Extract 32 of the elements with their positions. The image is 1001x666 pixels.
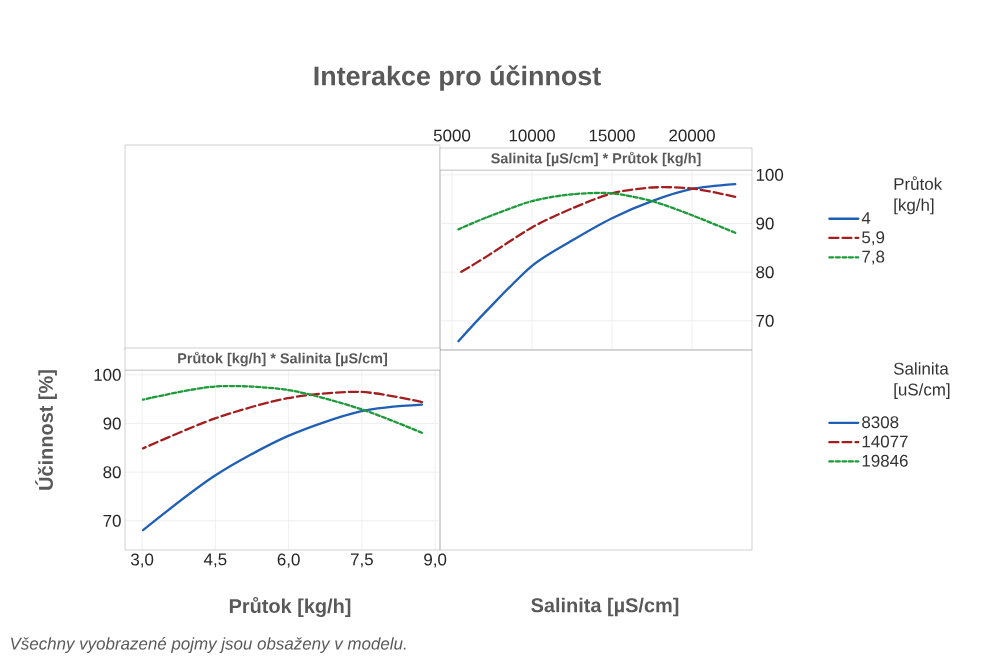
legend-label: 7,8 <box>862 250 885 265</box>
legend-title: Průtok [kg/h] <box>894 176 943 215</box>
y-tick-label: 70 <box>103 514 121 527</box>
y-tick-label: 100 <box>756 168 784 181</box>
chart-title: Interakce pro účinnost <box>314 65 601 91</box>
legend-label: 14077 <box>862 435 908 448</box>
y-tick-label: 90 <box>756 217 774 230</box>
y-tick-label: 80 <box>103 466 121 479</box>
legend-label: 5,9 <box>862 231 885 246</box>
legend-label: 8308 <box>862 416 899 429</box>
chart-subtitle: Průtok [kg/h] * Salinita [µS/cm] <box>178 351 387 367</box>
legend-title: Salinita [uS/cm] <box>893 362 950 399</box>
x-tick-label: 4,5 <box>203 553 227 568</box>
text: Všechny vyobrazené pojmy jsou obsaženy v modelu. <box>10 637 406 653</box>
legend-label: 19846 <box>862 454 908 467</box>
y-tick-label: 100 <box>94 368 121 381</box>
y-tick-label: 70 <box>756 314 774 327</box>
legend-label: 4 <box>861 212 871 224</box>
x-tick-label: 20000 <box>669 129 715 142</box>
x-tick-label: 5000 <box>433 129 471 142</box>
x-tick-label: 3,0 <box>130 553 154 568</box>
x-tick-label: 9,0 <box>424 553 447 568</box>
x-tick-label: 6,0 <box>277 553 300 568</box>
y-tick-label: 80 <box>756 266 774 279</box>
y-axis-title: Účinnost [%] <box>35 370 57 490</box>
x-tick-label: 15000 <box>589 129 635 142</box>
x-tick-label: 10000 <box>509 129 555 142</box>
x-tick-label: 7,5 <box>350 553 373 568</box>
x-axis-title: Salinita [µS/cm] <box>531 597 679 617</box>
chart-subtitle: Salinita [µS/cm] * Průtok [kg/h] <box>491 151 701 167</box>
y-tick-label: 90 <box>103 417 121 430</box>
x-axis-title: Průtok [kg/h] <box>229 596 351 618</box>
